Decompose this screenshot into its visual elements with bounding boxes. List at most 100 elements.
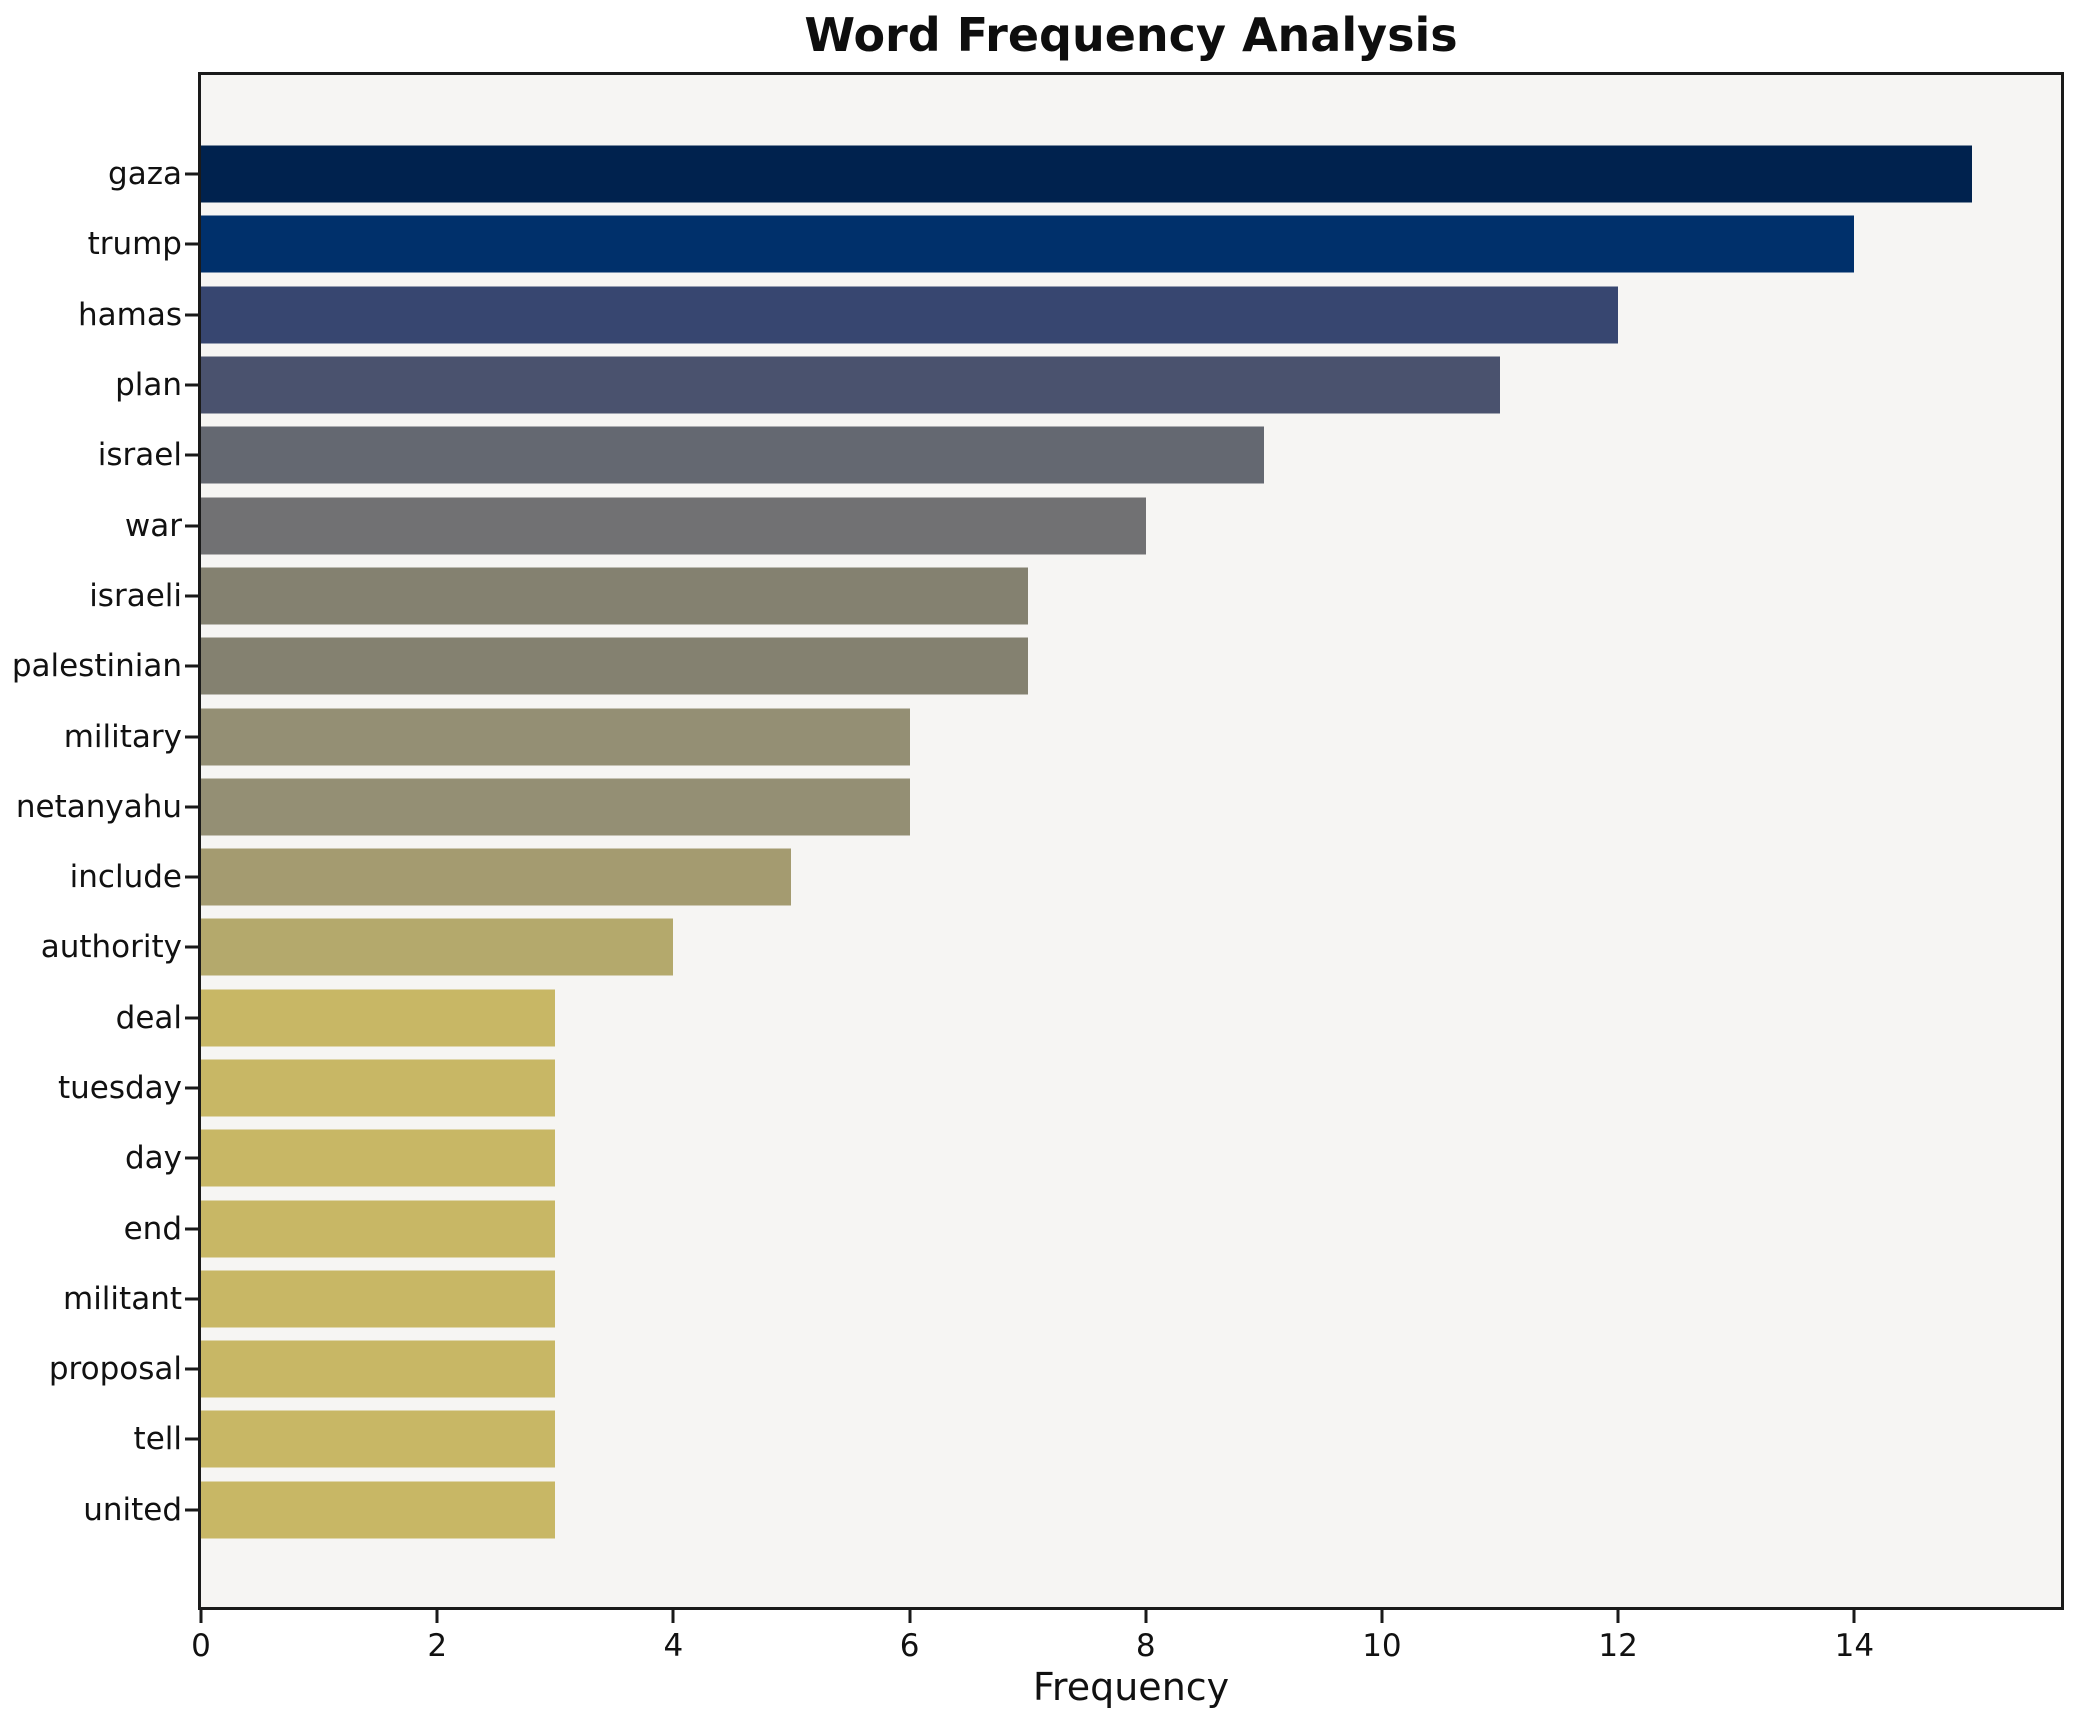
- plot-rows: gaza trump hamas plan israel war israeli palest…: [12, 75, 2061, 1607]
- plot-area: gaza trump hamas plan israel war israeli palest…: [12, 72, 2064, 1709]
- y-tick-mark: [185, 453, 198, 457]
- y-tick-mark: [185, 1508, 198, 1512]
- bar-row: military: [64, 701, 2061, 771]
- x-tick-label: 10: [1362, 1628, 1402, 1664]
- bar-row: palestinian: [12, 631, 2061, 701]
- y-tick-mark: [185, 172, 198, 176]
- y-axis-label: include: [69, 859, 182, 896]
- y-tick-mark: [185, 383, 198, 387]
- y-tick-mark: [185, 1367, 198, 1371]
- x-tick-label: 2: [427, 1628, 448, 1664]
- y-axis-label: trump: [87, 226, 182, 263]
- x-tick-mark: [1852, 1610, 1856, 1623]
- y-tick-mark: [185, 1016, 198, 1020]
- bar-war: [201, 497, 1146, 555]
- bar-row: militant: [63, 1264, 2061, 1334]
- y-axis-label: end: [123, 1210, 182, 1247]
- x-axis-title: Frequency: [1032, 1665, 1230, 1709]
- bar-israeli: [201, 567, 1028, 625]
- bar-netanyahu: [201, 778, 910, 836]
- y-tick-mark: [185, 875, 198, 879]
- bar-proposal: [201, 1340, 556, 1398]
- y-tick-mark: [185, 1297, 198, 1301]
- y-axis-label: israeli: [89, 577, 182, 614]
- bar-row: israel: [98, 420, 2061, 490]
- bar-israel: [201, 426, 1264, 484]
- y-tick-mark: [185, 313, 198, 317]
- bar-palestinian: [201, 637, 1028, 695]
- x-tick-mark: [199, 1610, 203, 1623]
- bar-tell: [201, 1410, 556, 1468]
- x-tick-label: 14: [1834, 1628, 1875, 1664]
- y-tick-mark: [185, 242, 198, 246]
- bar-row: trump: [88, 209, 2061, 279]
- x-tick-mark: [671, 1610, 675, 1623]
- bar-united: [201, 1481, 556, 1539]
- bar-row: plan: [115, 350, 2061, 420]
- bar-authority: [201, 918, 674, 976]
- bar-gaza: [201, 145, 1973, 203]
- y-tick-mark: [185, 735, 198, 739]
- bar-militant: [201, 1270, 556, 1328]
- bar-row: gaza: [108, 139, 2061, 209]
- x-tick-label: 12: [1598, 1628, 1638, 1664]
- bar-include: [201, 848, 792, 906]
- bar-deal: [201, 989, 556, 1047]
- bar-hamas: [201, 286, 1619, 344]
- bar-row: hamas: [78, 280, 2061, 350]
- bar-row: authority: [41, 912, 2061, 982]
- bar-row: include: [70, 842, 2061, 912]
- y-axis-label: tell: [133, 1421, 182, 1458]
- bar-row: war: [125, 490, 2061, 560]
- x-tick-label: 4: [663, 1628, 684, 1664]
- y-tick-mark: [185, 805, 198, 809]
- x-tick-label: 6: [899, 1628, 920, 1664]
- bar-plan: [201, 356, 1501, 414]
- bar-tuesday: [201, 1059, 556, 1117]
- y-tick-mark: [185, 1086, 198, 1090]
- y-axis-label: tuesday: [57, 1070, 182, 1106]
- y-axis-label: netanyahu: [15, 788, 182, 825]
- bar-row: netanyahu: [16, 772, 2061, 842]
- y-axis-label: hamas: [78, 296, 182, 333]
- y-axis-label: palestinian: [11, 648, 182, 685]
- y-axis-label: israel: [97, 437, 182, 474]
- y-tick-mark: [185, 664, 198, 668]
- y-axis-label: deal: [115, 999, 182, 1036]
- bar-military: [201, 708, 910, 766]
- chart-title: Word Frequency Analysis: [804, 8, 1458, 62]
- y-axis-label: proposal: [48, 1351, 182, 1388]
- y-axis-label: authority: [40, 929, 182, 966]
- bar-row: end: [124, 1193, 2061, 1263]
- y-axis-label: day: [124, 1140, 182, 1177]
- bar-row: day: [125, 1123, 2061, 1193]
- bar-row: tuesday: [58, 1053, 2061, 1123]
- bar-row: proposal: [49, 1334, 2061, 1404]
- y-axis-label: military: [63, 718, 182, 755]
- x-tick-mark: [1616, 1610, 1620, 1623]
- bar-row: israeli: [89, 561, 2061, 631]
- x-tick-label: 0: [191, 1628, 211, 1664]
- x-tick-label: 8: [1135, 1628, 1156, 1664]
- y-axis-label: plan: [115, 367, 182, 404]
- bar-row: tell: [134, 1404, 2061, 1474]
- x-tick-mark: [1144, 1610, 1148, 1623]
- bar-row: united: [83, 1475, 2061, 1545]
- y-axis-label: gaza: [108, 156, 182, 193]
- bar-trump: [201, 215, 1855, 273]
- y-axis-label: militant: [63, 1280, 182, 1317]
- y-tick-mark: [185, 524, 198, 528]
- bar-row: deal: [116, 983, 2061, 1053]
- y-tick-mark: [185, 594, 198, 598]
- bar-day: [201, 1129, 556, 1187]
- x-tick-mark: [435, 1610, 439, 1623]
- y-tick-mark: [185, 1437, 198, 1441]
- y-tick-mark: [185, 1156, 198, 1160]
- y-tick-mark: [185, 1227, 198, 1231]
- y-axis-label: war: [124, 507, 182, 544]
- y-tick-mark: [185, 945, 198, 949]
- y-axis-label: united: [83, 1491, 182, 1528]
- bar-end: [201, 1200, 556, 1258]
- x-tick-mark: [908, 1610, 912, 1623]
